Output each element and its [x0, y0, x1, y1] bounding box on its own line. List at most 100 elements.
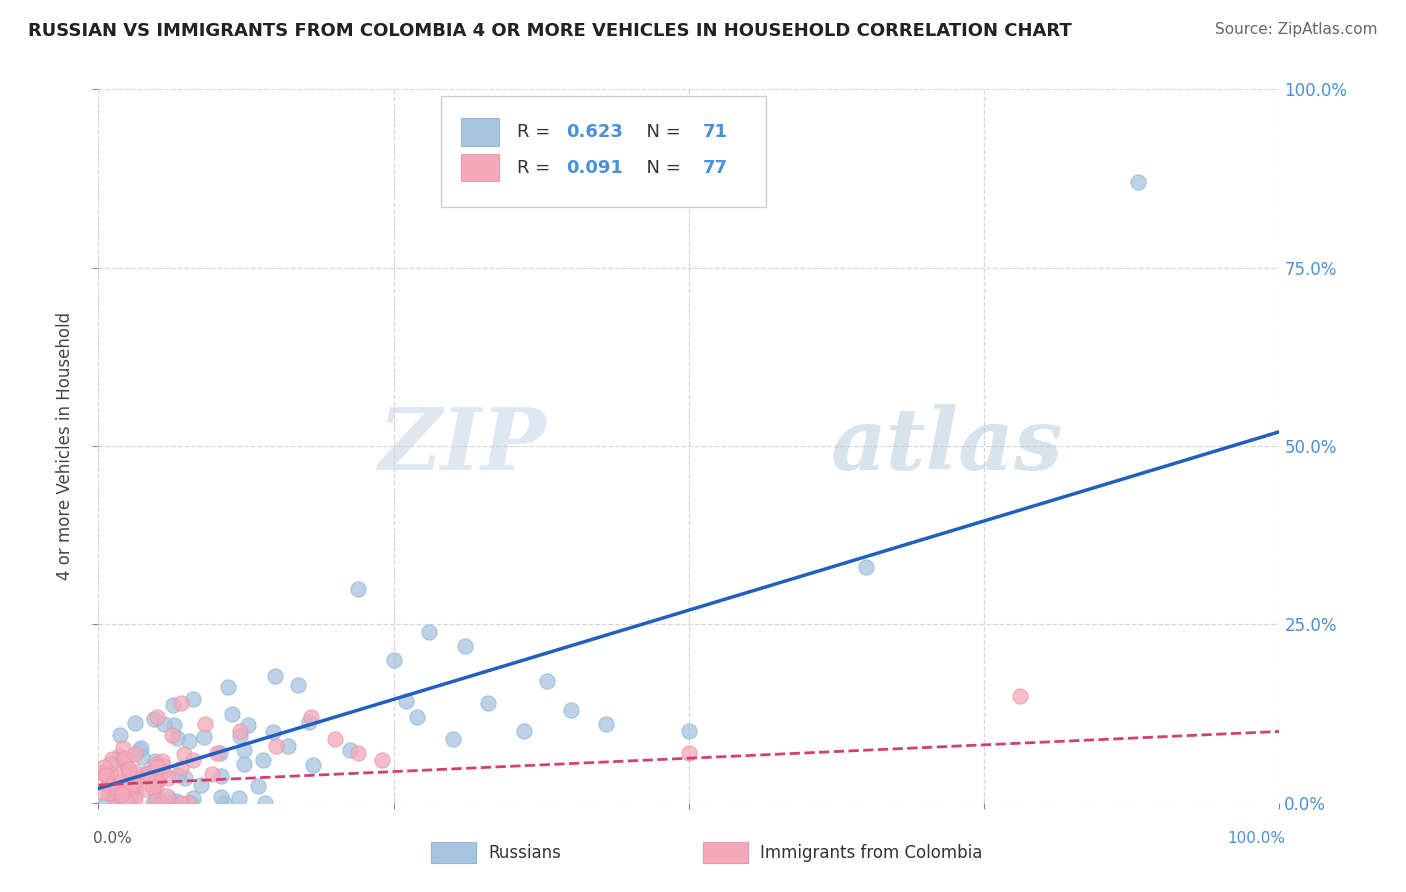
Point: [131, 750, 153, 764]
Point: [110, 780, 132, 795]
Point: [678, 746, 700, 760]
Point: [162, 698, 184, 712]
Point: [229, 730, 252, 744]
Point: [108, 785, 131, 799]
Text: Immigrants from Colombia: Immigrants from Colombia: [759, 844, 983, 862]
Point: [212, 796, 235, 810]
Point: [108, 789, 131, 803]
Point: [145, 779, 167, 793]
Point: [145, 789, 167, 803]
Point: [371, 753, 394, 767]
Point: [176, 796, 198, 810]
Point: [252, 753, 274, 767]
Point: [181, 753, 204, 767]
Point: [128, 743, 150, 757]
Point: [477, 696, 499, 710]
Point: [124, 747, 146, 761]
Point: [136, 767, 159, 781]
Point: [150, 754, 173, 768]
Point: [183, 691, 205, 706]
Point: [108, 767, 131, 781]
Point: [94, 768, 117, 782]
Point: [97, 786, 120, 800]
Point: [135, 781, 157, 796]
Point: [165, 794, 187, 808]
Point: [160, 796, 183, 810]
Point: [177, 734, 200, 748]
Point: [146, 772, 169, 786]
Point: [190, 778, 212, 792]
Point: [108, 728, 131, 742]
Point: [209, 769, 232, 783]
Text: R =: R =: [516, 159, 555, 177]
Point: [157, 792, 180, 806]
Point: [536, 674, 558, 689]
Point: [194, 717, 217, 731]
Text: 0.0%: 0.0%: [93, 831, 131, 847]
Point: [114, 751, 136, 765]
Point: [339, 743, 361, 757]
Point: [142, 780, 165, 794]
Point: [146, 760, 169, 774]
Point: [395, 694, 418, 708]
Point: [253, 796, 276, 810]
Point: [108, 796, 131, 810]
Point: [152, 759, 174, 773]
Point: [120, 796, 142, 810]
Point: [156, 771, 179, 785]
Point: [1126, 175, 1149, 189]
Point: [347, 746, 370, 760]
Point: [453, 639, 475, 653]
Point: [118, 762, 141, 776]
Text: atlas: atlas: [831, 404, 1063, 488]
Point: [180, 796, 202, 810]
Point: [441, 731, 464, 746]
Point: [98, 757, 121, 772]
Point: [93, 760, 115, 774]
Text: Russians: Russians: [488, 844, 561, 862]
Point: [208, 746, 231, 760]
Point: [301, 758, 323, 772]
Point: [145, 772, 167, 787]
Text: ZIP: ZIP: [380, 404, 547, 488]
Text: 0.623: 0.623: [567, 123, 623, 141]
Point: [406, 710, 429, 724]
Text: RUSSIAN VS IMMIGRANTS FROM COLOMBIA 4 OR MORE VEHICLES IN HOUSEHOLD CORRELATION : RUSSIAN VS IMMIGRANTS FROM COLOMBIA 4 OR…: [28, 22, 1071, 40]
Text: 77: 77: [703, 159, 728, 177]
Text: R =: R =: [516, 123, 555, 141]
Point: [98, 780, 121, 794]
Point: [155, 789, 177, 804]
Point: [228, 790, 250, 805]
Point: [110, 796, 132, 810]
Point: [236, 718, 259, 732]
Point: [124, 764, 146, 779]
Point: [122, 774, 145, 789]
Point: [110, 773, 132, 788]
Point: [120, 766, 142, 780]
Point: [262, 725, 284, 739]
Point: [167, 767, 190, 781]
Point: [143, 755, 166, 769]
Point: [209, 789, 232, 804]
Point: [1008, 689, 1031, 703]
Point: [107, 749, 129, 764]
Text: N =: N =: [634, 123, 686, 141]
Point: [146, 764, 169, 779]
Point: [93, 767, 115, 781]
Point: [114, 756, 136, 770]
Point: [277, 739, 299, 753]
FancyBboxPatch shape: [441, 96, 766, 207]
Point: [193, 730, 215, 744]
Point: [115, 795, 138, 809]
Point: [124, 787, 146, 801]
Point: [149, 796, 172, 810]
Point: [170, 796, 193, 810]
Point: [104, 794, 127, 808]
Point: [298, 714, 321, 729]
Point: [221, 706, 243, 721]
FancyBboxPatch shape: [461, 119, 499, 145]
Point: [98, 765, 121, 780]
Point: [173, 771, 195, 785]
Point: [112, 785, 135, 799]
Text: 0.091: 0.091: [567, 159, 623, 177]
